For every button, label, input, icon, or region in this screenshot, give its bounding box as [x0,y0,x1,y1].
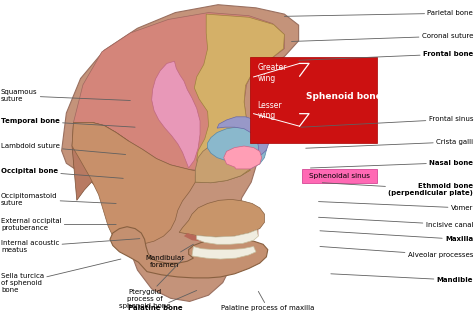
Text: Lambdoid suture: Lambdoid suture [1,143,126,154]
Text: Frontal bone: Frontal bone [299,51,473,60]
Text: Coronal suture: Coronal suture [292,33,473,41]
Text: Squamous
suture: Squamous suture [1,89,130,102]
Polygon shape [73,13,284,171]
Text: Palatine bone: Palatine bone [128,290,197,311]
Polygon shape [179,199,264,237]
Polygon shape [195,160,250,183]
Polygon shape [110,227,268,278]
Text: Maxilla: Maxilla [320,231,473,242]
Bar [302,169,377,183]
Text: External occipital
protuberance: External occipital protuberance [1,218,116,231]
Bar [250,57,377,143]
Text: Mandible: Mandible [331,274,473,283]
Text: Sphenoidal sinus: Sphenoidal sinus [309,173,370,179]
Polygon shape [194,14,284,170]
Polygon shape [72,122,197,246]
Text: Crista galli: Crista galli [306,139,473,148]
Text: Frontal sinus: Frontal sinus [301,116,473,127]
Polygon shape [197,230,258,244]
Polygon shape [224,146,262,169]
Text: Ethmoid bone
(perpendicular plate): Ethmoid bone (perpendicular plate) [322,182,473,196]
Polygon shape [217,117,269,154]
Text: Sphenoid bone: Sphenoid bone [306,92,382,101]
Polygon shape [152,61,200,168]
Text: Internal acoustic
meatus: Internal acoustic meatus [1,239,140,253]
Polygon shape [184,230,258,243]
Text: Mandibular
foramen: Mandibular foramen [146,244,193,268]
Text: Pterygoid
process of
sphenoid bone: Pterygoid process of sphenoid bone [119,258,184,309]
Polygon shape [192,246,256,259]
Text: Nasal bone: Nasal bone [310,160,473,168]
Text: Greater
wing: Greater wing [257,63,287,83]
Text: Occipital bone: Occipital bone [1,168,123,178]
Polygon shape [62,5,299,301]
Text: Occipitomastoid
suture: Occipitomastoid suture [1,193,116,206]
Text: Palatine process of maxilla: Palatine process of maxilla [221,291,314,311]
Text: Incisive canal: Incisive canal [319,217,473,228]
Text: Temporal bone: Temporal bone [1,118,135,127]
Polygon shape [208,127,266,169]
Text: Lesser
wing: Lesser wing [257,101,282,120]
Polygon shape [195,142,260,183]
Text: Parietal bone: Parietal bone [284,10,473,16]
Text: Vomer: Vomer [319,202,473,211]
Polygon shape [72,122,133,200]
Text: Alveolar processes: Alveolar processes [320,246,473,258]
Text: Sella turcica
of sphenoid
bone: Sella turcica of sphenoid bone [1,259,121,293]
